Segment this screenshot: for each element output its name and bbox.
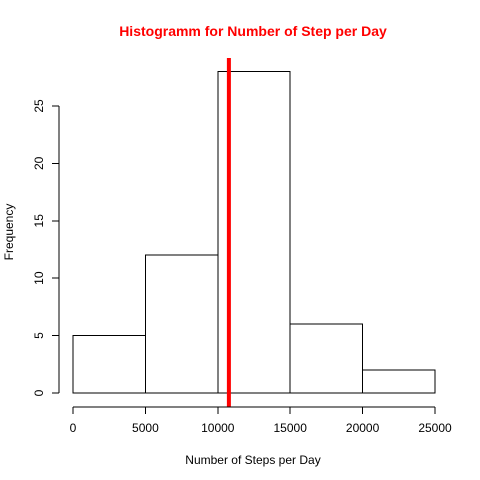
- y-tick-label: 15: [32, 214, 46, 228]
- y-axis: 0 5 10 15 20 25: [32, 99, 60, 396]
- x-tick-label: 0: [70, 421, 77, 435]
- y-tick-label: 25: [32, 99, 46, 113]
- y-tick-label: 10: [32, 271, 46, 285]
- x-tick-label: 5000: [132, 421, 159, 435]
- histogram-bar-1: [144, 254, 219, 394]
- y-tick-label: 5: [32, 332, 46, 339]
- x-tick-label: 25000: [418, 421, 452, 435]
- y-tick-label: 0: [32, 389, 46, 396]
- y-axis-label: Frequency: [2, 204, 16, 261]
- x-tick-label: 10000: [201, 421, 235, 435]
- y-tick-label: 20: [32, 156, 46, 170]
- x-tick-label: 20000: [346, 421, 380, 435]
- x-axis: 0 5000 10000 15000 20000 25000: [70, 406, 452, 435]
- histogram-bar-4: [362, 369, 436, 394]
- histogram-bar-0: [72, 335, 146, 394]
- bars-layer: [72, 71, 436, 394]
- x-tick-label: 15000: [274, 421, 308, 435]
- chart-title: Histogramm for Number of Step per Day: [119, 23, 387, 39]
- histogram-bar-3: [289, 323, 364, 394]
- x-axis-label: Number of Steps per Day: [185, 453, 320, 467]
